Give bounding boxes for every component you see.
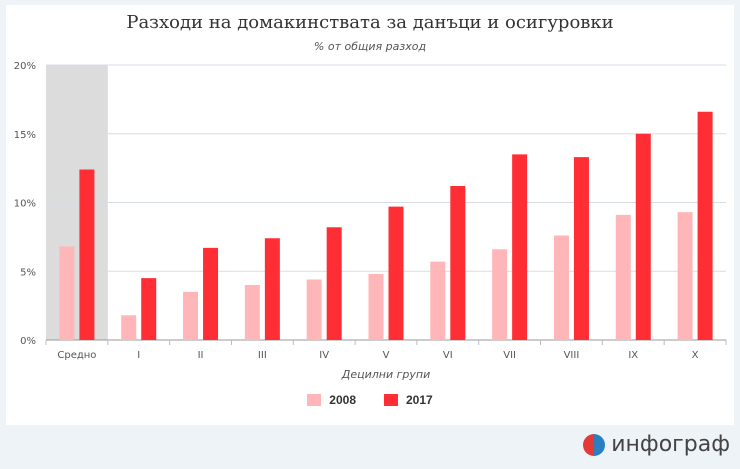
y-tick-label: 5%: [20, 267, 36, 278]
x-tick-label: III: [258, 350, 267, 361]
bar-2008[interactable]: [677, 212, 693, 340]
x-tick-label: II: [198, 350, 204, 361]
bar-2017[interactable]: [512, 154, 528, 340]
bar-2008[interactable]: [368, 274, 384, 340]
bar-2017[interactable]: [79, 169, 95, 341]
bar-2008[interactable]: [121, 315, 137, 340]
legend-swatch-2008: [307, 394, 322, 406]
x-tick-label: X: [692, 350, 699, 361]
x-axis-label: Децилни групи: [341, 368, 430, 381]
y-tick-label: 0%: [20, 336, 36, 347]
x-tick-label: V: [383, 350, 390, 361]
legend-label-2017: 2017: [406, 393, 433, 407]
bar-2017[interactable]: [697, 111, 713, 340]
y-tick-label: 10%: [14, 199, 36, 210]
x-tick-label: VII: [503, 350, 516, 361]
bar-2017[interactable]: [203, 247, 219, 340]
bar-2017[interactable]: [388, 206, 404, 340]
legend-item-2017[interactable]: 2017: [384, 393, 433, 407]
chart-card: [6, 5, 734, 425]
bar-2008[interactable]: [306, 279, 322, 341]
bar-2017[interactable]: [264, 238, 280, 340]
legend-swatch-2017: [384, 394, 398, 406]
x-tick-label: VI: [443, 350, 453, 361]
legend-item-2008[interactable]: 2008: [307, 393, 356, 407]
brand: инфограф: [583, 432, 730, 457]
bar-2008[interactable]: [59, 246, 75, 341]
legend-label-2008: 2008: [329, 393, 356, 407]
bar-2017[interactable]: [635, 133, 651, 340]
bar-2008[interactable]: [183, 291, 199, 340]
bar-2017[interactable]: [450, 186, 466, 340]
y-tick-label: 20%: [14, 61, 36, 72]
bar-2008[interactable]: [430, 261, 446, 340]
chart-title: Разходи на домакинствата за данъци и оси…: [126, 12, 614, 33]
legend: 2008 2017: [0, 393, 740, 407]
x-tick-label: IX: [628, 350, 638, 361]
bar-2008[interactable]: [553, 235, 569, 341]
bar-2017[interactable]: [573, 157, 589, 340]
x-tick-label: Средно: [57, 350, 96, 361]
x-tick-label: VIII: [564, 350, 580, 361]
x-tick-label: I: [137, 350, 140, 361]
bar-2008[interactable]: [492, 249, 508, 340]
bar-2017[interactable]: [326, 227, 342, 340]
bar-2017[interactable]: [141, 278, 157, 340]
chart-subtitle: % от общия разход: [313, 40, 427, 53]
infograf-logo-icon: [583, 433, 606, 456]
bar-2008[interactable]: [244, 285, 260, 340]
bar-2008[interactable]: [615, 214, 631, 340]
brand-text: инфограф: [611, 432, 730, 457]
x-tick-label: IV: [319, 350, 329, 361]
y-tick-label: 15%: [14, 130, 36, 141]
